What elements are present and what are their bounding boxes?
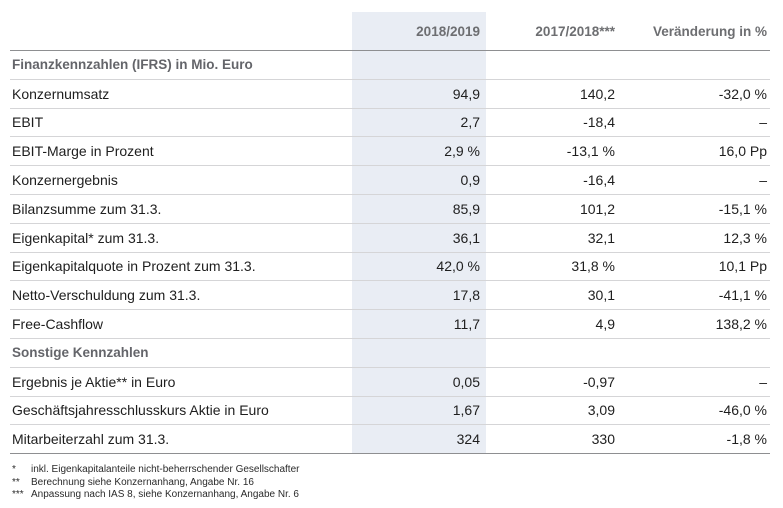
section-title: Sonstige Kennzahlen [12, 345, 149, 361]
header-spacer [10, 12, 352, 50]
section-title: Finanzkennzahlen (IFRS) in Mio. Euro [12, 57, 253, 73]
table-row-konzernergebnis: Konzernergebnis 0,9 -16,4 – [10, 166, 770, 195]
value-change: -46,0 % [718, 402, 767, 419]
table-row-ergebnis-je-aktie: Ergebnis je Aktie** in Euro 0,05 -0,97 – [10, 367, 770, 397]
value-previous: 3,09 [587, 402, 615, 419]
value-change: – [759, 114, 767, 131]
value-change [622, 339, 770, 367]
row-label: Netto-Verschuldung zum 31.3. [12, 287, 201, 304]
value-current: 0,9 [352, 166, 486, 194]
value-previous: 32,1 [587, 229, 615, 246]
value-previous: 4,9 [595, 316, 615, 333]
footnote-2: ** Berechnung siehe Konzernanhang, Angab… [12, 477, 299, 490]
footnote-text: Anpassung nach IAS 8, siehe Konzernanhan… [31, 489, 299, 500]
section-row-sonstige-kennzahlen: Sonstige Kennzahlen [10, 338, 770, 368]
value-previous: -16,4 [583, 172, 615, 189]
value-previous: 101,2 [579, 200, 615, 217]
column-header-2017-2018: 2017/2018*** [535, 23, 615, 39]
table-header-row: 2018/2019 2017/2018*** Veränderung in % [10, 12, 770, 51]
value-change: -32,0 % [718, 85, 767, 102]
row-label: Eigenkapital* zum 31.3. [12, 229, 160, 246]
footnote-text: inkl. Eigenkapitalanteile nicht-beherrsc… [31, 464, 300, 475]
section-row-finanzkennzahlen: Finanzkennzahlen (IFRS) in Mio. Euro [10, 51, 770, 80]
table-row-bilanzsumme: Bilanzsumme zum 31.3. 85,9 101,2 -15,1 % [10, 194, 770, 224]
value-current: 0,05 [352, 367, 486, 396]
value-current: 17,8 [352, 281, 486, 310]
kpi-table: 2018/2019 2017/2018*** Veränderung in % … [10, 12, 770, 455]
value-change: – [759, 172, 767, 189]
value-change: – [759, 373, 767, 390]
column-header-change: Veränderung in % [652, 23, 767, 39]
value-current: 324 [352, 425, 486, 454]
row-label: EBIT [12, 114, 44, 131]
table-row-eigenkapital: Eigenkapital* zum 31.3. 36,1 32,1 12,3 % [10, 223, 770, 253]
table-row-konzernumsatz: Konzernumsatz 94,9 140,2 -32,0 % [10, 79, 770, 109]
table-row-mitarbeiterzahl: Mitarbeiterzahl zum 31.3. 324 330 -1,8 % [10, 425, 770, 455]
footnote-marker: ** [12, 476, 20, 488]
table-row-ebit-marge: EBIT-Marge in Prozent 2,9 % -13,1 % 16,0… [10, 137, 770, 167]
value-previous: 31,8 % [571, 258, 615, 275]
row-label: Bilanzsumme zum 31.3. [12, 200, 162, 217]
table-row-ebit: EBIT 2,7 -18,4 – [10, 108, 770, 138]
row-label: Mitarbeiterzahl zum 31.3. [12, 431, 170, 448]
value-change: 16,0 Pp [718, 143, 767, 160]
footnote-marker: *** [12, 489, 24, 500]
value-change: 10,1 Pp [718, 258, 767, 275]
value-current: 36,1 [352, 223, 486, 252]
row-label: Konzernergebnis [12, 172, 118, 189]
value-current: 2,9 % [352, 137, 486, 166]
table-row-eigenkapitalquote: Eigenkapitalquote in Prozent zum 31.3. 4… [10, 252, 770, 282]
row-label: Konzernumsatz [12, 85, 110, 102]
footnote-text: Berechnung siehe Konzernanhang, Angabe N… [31, 476, 254, 488]
row-label: Geschäftsjahresschlusskurs Aktie in Euro [12, 402, 269, 419]
value-current [352, 51, 486, 79]
value-change: -41,1 % [718, 287, 767, 304]
value-current: 1,67 [352, 396, 486, 425]
value-current: 85,9 [352, 194, 486, 223]
row-label: Ergebnis je Aktie** in Euro [12, 373, 176, 390]
footnote-1: * inkl. Eigenkapitalanteile nicht-beherr… [12, 464, 299, 477]
value-current [352, 338, 486, 367]
row-label: Free-Cashflow [12, 316, 104, 333]
value-current: 11,7 [352, 310, 486, 338]
footnote-3: *** Anpassung nach IAS 8, siehe Konzerna… [12, 489, 299, 502]
table-row-schlusskurs-aktie: Geschäftsjahresschlusskurs Aktie in Euro… [10, 396, 770, 426]
table-row-netto-verschuldung: Netto-Verschuldung zum 31.3. 17,8 30,1 -… [10, 281, 770, 311]
value-previous [486, 51, 622, 79]
value-previous [486, 339, 622, 367]
value-change: -1,8 % [726, 431, 767, 448]
row-label: EBIT-Marge in Prozent [12, 143, 154, 160]
footnote-marker: * [12, 464, 16, 475]
value-current: 42,0 % [352, 252, 486, 281]
value-current: 94,9 [352, 79, 486, 108]
value-change [622, 51, 770, 79]
table-row-free-cashflow: Free-Cashflow 11,7 4,9 138,2 % [10, 310, 770, 339]
footnotes: * inkl. Eigenkapitalanteile nicht-beherr… [12, 464, 299, 502]
value-current: 2,7 [352, 108, 486, 137]
row-label: Eigenkapitalquote in Prozent zum 31.3. [12, 258, 256, 275]
value-previous: 330 [591, 431, 615, 448]
value-change: 12,3 % [723, 229, 767, 246]
value-change: -15,1 % [718, 200, 767, 217]
value-previous: -0,97 [583, 373, 615, 390]
value-previous: -18,4 [583, 114, 615, 131]
column-header-2018-2019: 2018/2019 [352, 12, 486, 50]
value-previous: 140,2 [579, 85, 615, 102]
value-change: 138,2 % [715, 316, 767, 333]
value-previous: 30,1 [587, 287, 615, 304]
value-previous: -13,1 % [566, 143, 615, 160]
